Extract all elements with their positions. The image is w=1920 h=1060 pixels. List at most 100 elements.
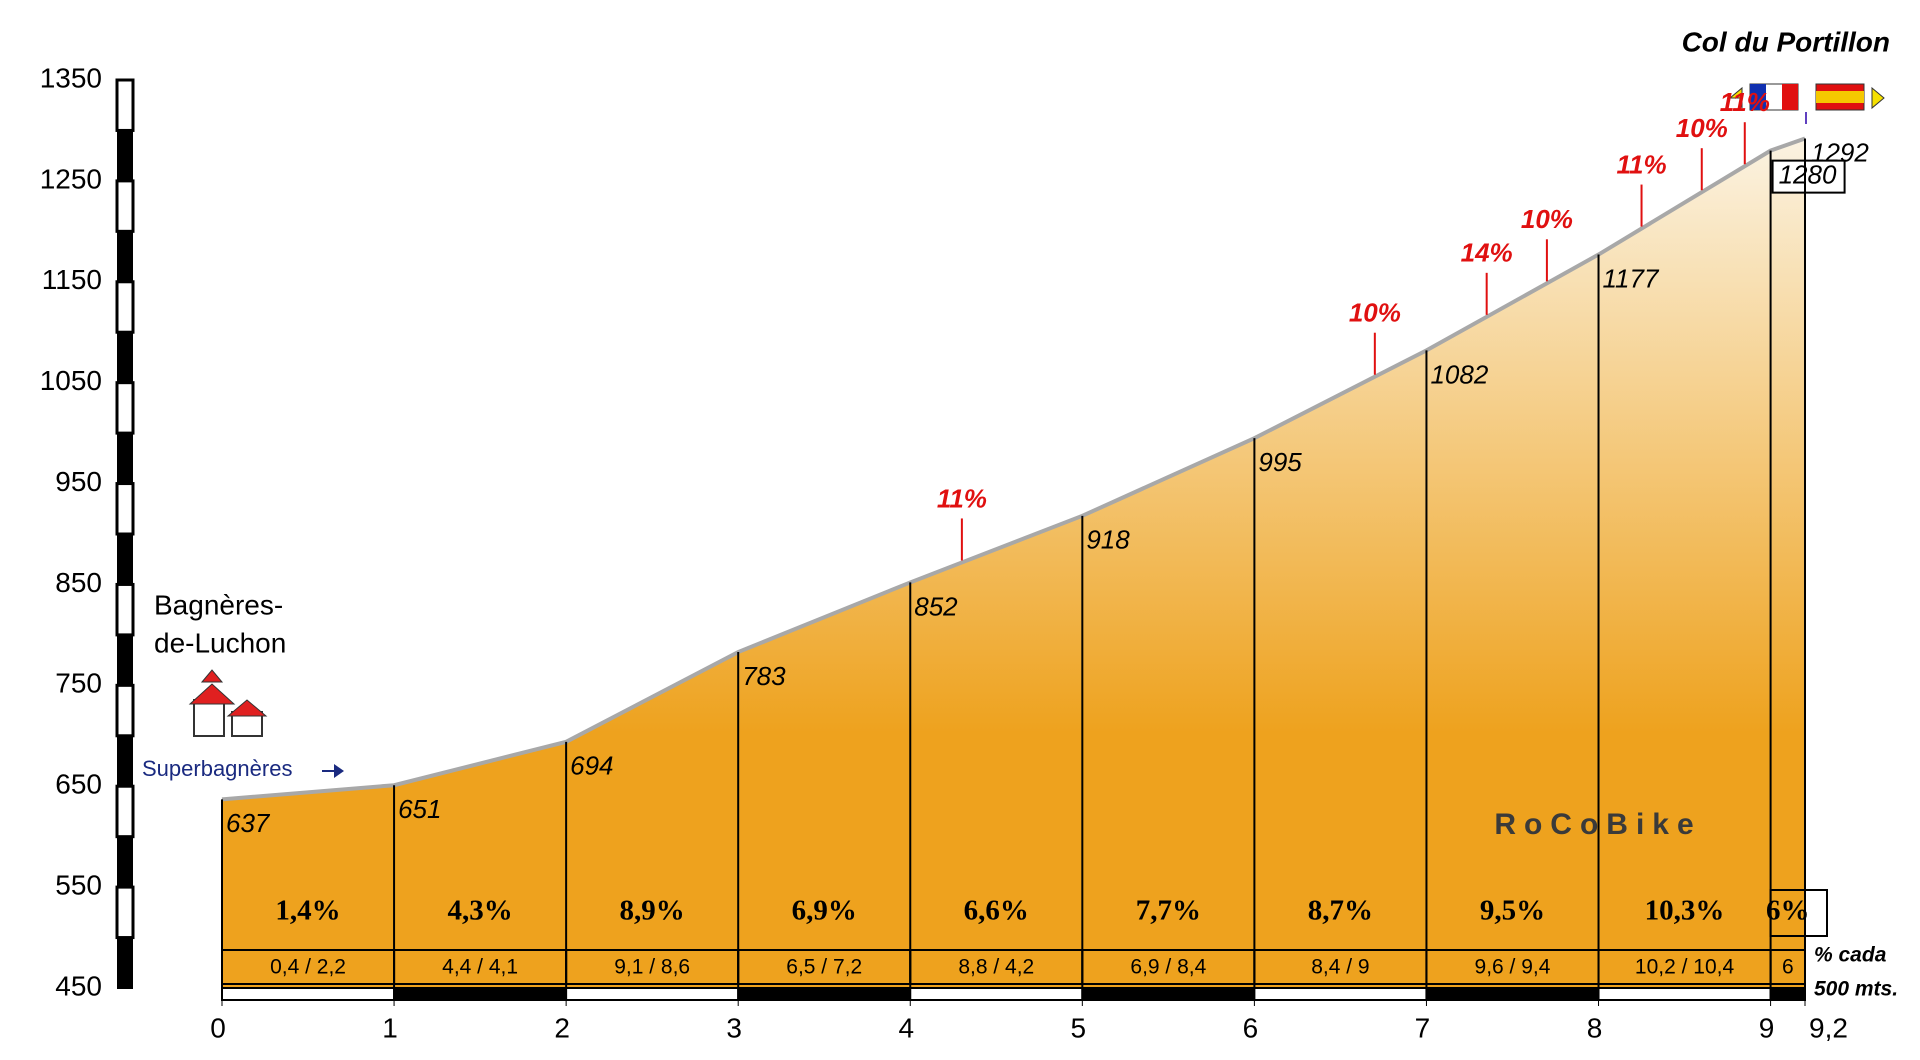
half-km-legend: % cada [1814,944,1887,967]
km-bar [1597,987,1772,1001]
elevation-label: 1292 [1811,137,1869,167]
grade-box [1769,889,1828,937]
axis-bar [117,534,133,585]
km-bar [909,987,1084,1001]
elevation-label: 1177 [1603,263,1660,293]
km-bar [565,987,740,1001]
half-km-grade: 6 [1782,956,1794,979]
elevation-label: 1280 [1779,159,1837,189]
half-km-box [1769,949,1806,985]
x-tick-label: 3 [726,1012,742,1043]
km-bar [1081,987,1256,1001]
half-km-grade: 6,9 / 8,4 [1130,956,1206,979]
half-km-grade: 9,1 / 8,6 [614,956,690,979]
half-km-legend: 500 mts. [1814,978,1898,1001]
axis-bar [115,280,135,334]
km-bar [1769,987,1806,1001]
max-grade-label: 14% [1461,238,1513,268]
km-bar [737,987,912,1001]
elevation-label: 1082 [1430,359,1488,389]
segment-grade: 6,9% [792,895,857,927]
segment-grade: 8,7% [1308,895,1373,927]
y-tick-label: 950 [55,466,102,497]
x-tick-label: 6 [1243,1012,1259,1043]
km-bar [1253,987,1428,1001]
half-km-grade: 0,4 / 2,2 [270,956,346,979]
axis-bar [117,130,133,181]
axis-bar [117,735,133,787]
y-tick-label: 1050 [40,365,102,396]
axis-bar [115,78,135,132]
start-label: de-Luchon [154,627,286,658]
max-grade-label: 10% [1521,204,1573,234]
x-tick-label: 7 [1415,1012,1431,1043]
axis-bar [115,381,135,435]
half-km-grade: 8,4 / 9 [1311,956,1369,979]
max-grade-label: 10% [1676,113,1728,143]
side-label: Superbagnères [142,756,292,781]
segment-grade: 1,4% [275,895,340,927]
x-tick-label: 0 [210,1012,226,1043]
chart-title: Col du Portillon [1682,26,1890,57]
profile-area [222,138,1805,988]
elevation-label: 651 [398,794,441,824]
segment-grade: 8,9% [620,895,685,927]
logo-text: RoCoBike [1494,808,1701,841]
x-tick-label: 2 [554,1012,570,1043]
x-tick-label: 8 [1587,1012,1603,1043]
arrow [322,764,344,778]
y-tick-label: 650 [55,769,102,800]
x-tick-label: 4 [898,1012,914,1043]
elevation-label: 637 [226,808,271,838]
elevation-label: 783 [742,661,786,691]
elevation-label: 852 [914,591,958,621]
start-label: Bagnères- [154,589,283,620]
elevation-label: 918 [1086,525,1130,555]
axis-bar [117,332,133,383]
max-grade-label: 10% [1349,298,1401,328]
axis-bar [115,179,135,233]
x-tick-label: 1 [382,1012,398,1043]
axis-bar [115,683,135,738]
axis-bar [115,582,135,637]
axis-bar [117,937,133,988]
half-km-grade: 6,5 / 7,2 [786,956,862,979]
km-bar [393,987,568,1001]
y-tick-label: 550 [55,870,102,901]
half-km-grade: 4,4 / 4,1 [442,956,518,979]
axis-bar [117,433,133,484]
y-tick-label: 850 [55,567,102,598]
max-grade-label: 11% [1720,87,1770,117]
y-tick-label: 750 [55,668,102,699]
axis-bar [115,784,135,839]
km-bar [1425,987,1600,1001]
segment-grade: 7,7% [1136,895,1201,927]
half-km-grade: 8,8 / 4,2 [958,956,1034,979]
axis-bar [115,482,135,536]
half-km-grade: 10,2 / 10,4 [1635,956,1735,979]
max-grade-label: 11% [1616,149,1666,179]
x-tick-label: 5 [1071,1012,1087,1043]
axis-bar [117,836,133,888]
segment-grade: 6% [1766,895,1810,927]
flags [1728,83,1885,124]
segment-grade: 9,5% [1480,895,1545,927]
label-box [1771,159,1846,194]
segment-grade: 4,3% [447,895,512,927]
y-tick-label: 450 [55,970,102,1001]
max-grade-label: 11% [937,483,987,513]
x-tick-label: 9 [1759,1012,1775,1043]
segment-grade: 6,6% [964,895,1029,927]
y-tick-label: 1150 [42,264,102,295]
axis-bar [115,885,135,940]
town-icon [188,669,268,737]
y-tick-label: 1250 [40,163,102,194]
km-bar [221,987,396,1001]
y-tick-label: 1350 [40,62,102,93]
axis-bar [117,634,133,686]
elevation-label: 995 [1258,447,1302,477]
x-tick-label: 9,2 [1809,1012,1848,1043]
elevation-label: 694 [570,751,613,781]
axis-bar [117,231,133,282]
